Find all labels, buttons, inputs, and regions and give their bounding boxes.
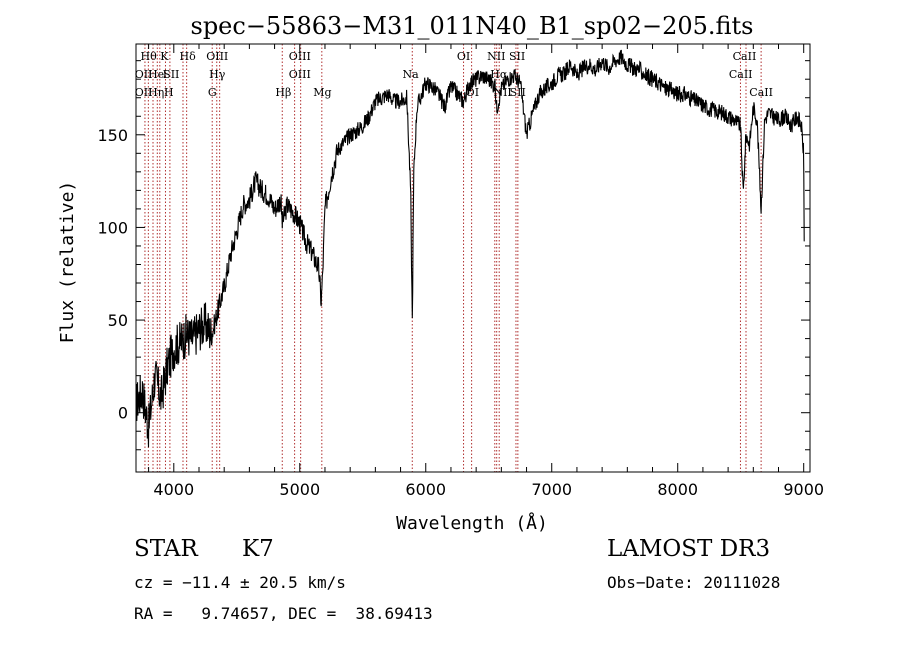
line-label-18: OII [135,86,153,99]
x-tick-label: 9000 [783,480,824,499]
line-label-8: CaII [733,50,757,63]
y-tick-label: 0 [118,404,128,423]
y-tick-label: 50 [108,311,128,330]
line-label-14: OIII [289,68,311,81]
x-axis-label: Wavelength (Å) [396,512,548,534]
line-label-19: Hη [148,86,164,99]
line-label-2: Hδ [180,50,197,63]
line-label-20: H [164,86,174,99]
observation-date: Obs−Date: 20111028 [607,573,781,592]
plot-frame [135,43,811,473]
line-label-3: OIII [206,50,228,63]
line-label-5: OI [457,50,470,63]
line-label-17: CaII [729,68,753,81]
line-label-1: K [160,50,169,63]
line-label-11: I [163,68,167,81]
line-label-21: G [208,86,217,99]
line-label-10: He [148,68,164,81]
line-label-7: SII [509,50,525,63]
line-label-15: Na [403,68,420,81]
line-label-9: OII [135,68,153,81]
line-label-27: CaII [749,86,773,99]
line-label-12: SII [163,68,179,81]
x-tick-label: 4000 [153,480,194,499]
line-label-0: Hθ [140,50,157,63]
y-tick-label: 100 [97,218,128,237]
object-class: STAR [134,536,198,562]
line-label-22: Hβ [275,86,291,99]
line-label-6: NII [487,50,505,63]
x-tick-label: 8000 [657,480,698,499]
survey-name: LAMOST DR3 [607,536,771,562]
axis-ticks: 4000 5000 6000 7000 8000 9000 0 50 100 150 [97,44,824,499]
spectrum-line [135,49,805,448]
x-tick-label: 5000 [279,480,320,499]
object-subclass: K7 [242,536,274,562]
redshift-cz: cz = −11.4 ± 20.5 km/s [134,573,346,592]
x-tick-label: 7000 [531,480,572,499]
y-tick-label: 150 [97,126,128,145]
line-label-13: Hγ [209,68,226,81]
ra-dec-coordinates: RA = 9.74657, DEC = 38.69413 [134,604,433,623]
line-label-26: SII [510,86,526,99]
line-label-25: NII [493,86,511,99]
chart-title: spec−55863−M31_011N40_B1_sp02−205.fits [191,12,754,40]
spectral-line-markers [144,44,762,472]
y-axis-label: Flux (relative) [57,181,78,344]
line-label-16: Hα [490,68,508,81]
x-tick-label: 6000 [405,480,446,499]
line-label-23: Mg [313,86,331,99]
line-label-4: OIII [289,50,311,63]
